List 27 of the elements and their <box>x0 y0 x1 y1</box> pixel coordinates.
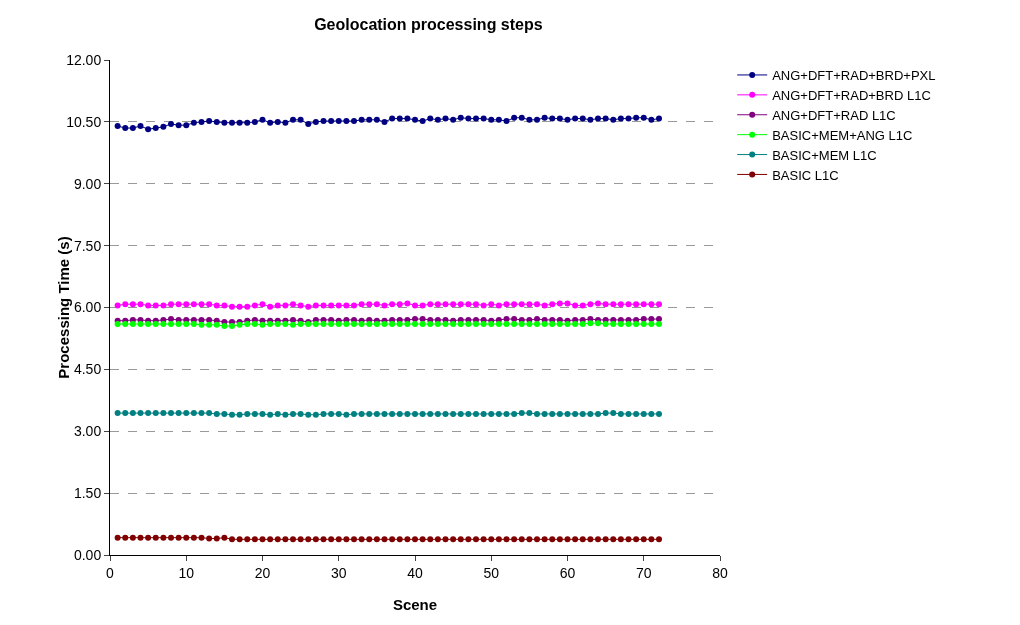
x-tick-label: 80 <box>712 564 728 581</box>
y-tick-label: 1.50 <box>73 485 102 502</box>
legend-label: BASIC L1C <box>772 167 839 183</box>
y-tick-label: 4.50 <box>73 361 102 378</box>
x-tick-label: 0 <box>106 564 115 581</box>
y-tick-label: 6.00 <box>73 299 102 316</box>
x-tick-label: 10 <box>178 564 195 581</box>
y-tick-label: 10.50 <box>66 113 102 130</box>
chart-title: Geolocation processing steps <box>314 15 543 33</box>
legend-label: ANG+DFT+RAD L1C <box>772 107 896 123</box>
legend-label: ANG+DFT+RAD+BRD L1C <box>772 87 931 103</box>
legend-label: BASIC+MEM L1C <box>772 147 877 163</box>
y-tick-label: 9.00 <box>73 175 102 192</box>
x-axis-title: Scene <box>392 596 438 613</box>
x-tick-label: 70 <box>635 564 652 581</box>
legend-label: ANG+DFT+RAD+BRD+PXL <box>772 68 936 84</box>
x-tick-label: 60 <box>559 564 576 581</box>
y-tick-label: 12.00 <box>66 51 102 68</box>
y-axis-title: Processing Time (s) <box>54 236 72 379</box>
y-tick-label: 7.50 <box>73 237 102 254</box>
x-tick-label: 20 <box>254 564 271 581</box>
y-tick-label: 3.00 <box>73 423 102 440</box>
x-tick-label: 50 <box>483 564 500 581</box>
x-tick-label: 40 <box>407 564 423 581</box>
x-tick-label: 30 <box>330 564 347 581</box>
legend-label: BASIC+MEM+ANG L1C <box>772 127 913 143</box>
y-tick-label: 0.00 <box>73 546 102 563</box>
